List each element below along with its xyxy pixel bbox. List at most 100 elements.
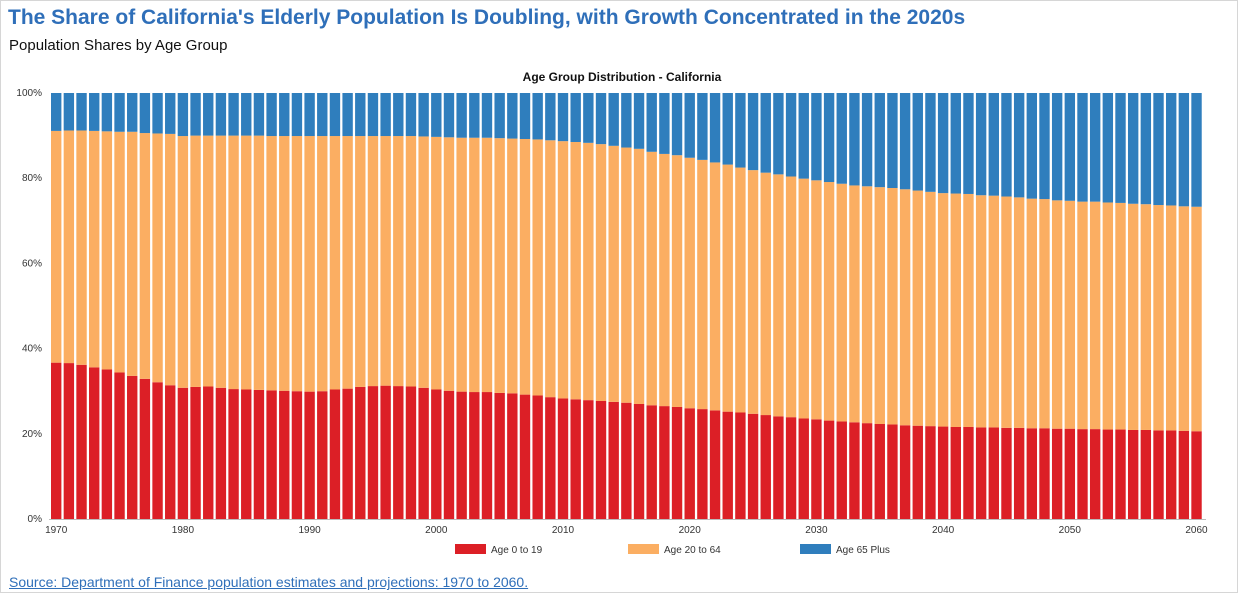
bar-2026-series-0	[760, 415, 771, 519]
bar-2005-series-0	[494, 392, 505, 519]
bar-2037-series-2	[899, 93, 911, 190]
bar-2022-series-2	[709, 93, 721, 163]
bar-1988-series-1	[279, 136, 290, 391]
bar-2032-series-1	[836, 183, 847, 422]
legend-swatch-2	[800, 544, 831, 554]
bar-2035-series-0	[874, 424, 885, 519]
bar-2013-series-2	[595, 93, 607, 145]
bar-1985-series-1	[241, 135, 252, 390]
bar-2016-series-1	[633, 148, 645, 404]
bar-2055-series-1	[1127, 203, 1139, 430]
page-subtitle: Population Shares by Age Group	[9, 37, 228, 54]
bar-2016-series-2	[633, 93, 645, 149]
bar-2052-series-2	[1089, 93, 1101, 202]
bar-2006-series-0	[507, 393, 518, 519]
bar-1997-series-1	[393, 136, 404, 387]
bar-2026-series-2	[760, 93, 771, 173]
bar-2002-series-0	[456, 391, 467, 519]
x-tick-label: 2010	[552, 525, 575, 536]
bar-2022-series-0	[709, 410, 721, 519]
bar-1997-series-2	[393, 93, 404, 137]
bar-1998-series-1	[405, 136, 417, 387]
bar-2033-series-0	[849, 422, 860, 519]
bar-1993-series-2	[342, 93, 353, 137]
bar-1995-series-2	[367, 93, 379, 137]
bar-2028-series-1	[785, 176, 797, 418]
bar-2059-series-0	[1178, 430, 1190, 519]
bar-1978-series-2	[152, 93, 163, 134]
bar-1996-series-1	[380, 136, 391, 386]
bar-2000-series-0	[431, 389, 442, 519]
bar-2047-series-2	[1026, 93, 1038, 199]
bar-1975-series-2	[114, 93, 125, 132]
bar-2025-series-0	[747, 413, 759, 519]
bar-2011-series-0	[570, 399, 581, 519]
bar-2018-series-0	[659, 406, 670, 519]
bar-2004-series-2	[481, 93, 493, 138]
x-tick-label: 2050	[1059, 525, 1082, 536]
bar-2046-series-1	[1013, 197, 1025, 428]
source-link[interactable]: Source: Department of Finance population…	[9, 574, 529, 590]
bar-2021-series-1	[697, 159, 708, 410]
bar-1977-series-0	[139, 378, 151, 519]
bar-1970-series-1	[51, 130, 62, 363]
bar-2054-series-1	[1115, 202, 1126, 430]
bar-2000-series-2	[431, 93, 442, 137]
bar-2010-series-2	[557, 93, 569, 142]
bar-1982-series-1	[203, 135, 214, 387]
bar-1974-series-2	[101, 93, 113, 132]
bar-2023-series-2	[722, 93, 733, 165]
bar-2007-series-1	[519, 139, 531, 395]
page-title: The Share of California's Elderly Popula…	[8, 6, 966, 29]
bar-1990-series-1	[304, 136, 315, 392]
bar-2029-series-1	[798, 178, 809, 419]
bar-1989-series-1	[291, 136, 303, 392]
bar-2057-series-1	[1153, 205, 1164, 431]
bar-2056-series-1	[1140, 204, 1152, 430]
bar-2008-series-2	[532, 93, 543, 140]
bar-2034-series-1	[861, 186, 873, 424]
bar-1970-series-2	[51, 93, 62, 131]
x-tick-label: 2060	[1185, 525, 1208, 536]
bar-2017-series-1	[646, 151, 657, 406]
bar-2056-series-0	[1140, 429, 1152, 519]
bar-2009-series-1	[545, 140, 556, 398]
bar-2051-series-1	[1077, 201, 1088, 430]
bar-2051-series-2	[1077, 93, 1088, 202]
bar-1980-series-2	[177, 93, 189, 137]
bar-1996-series-2	[380, 93, 391, 137]
bar-2027-series-1	[773, 174, 784, 417]
bar-2012-series-2	[583, 93, 594, 143]
bar-2040-series-2	[937, 93, 949, 194]
bar-2036-series-2	[887, 93, 898, 188]
bar-2015-series-0	[621, 402, 632, 519]
bar-2058-series-0	[1165, 430, 1177, 519]
bar-1971-series-1	[63, 130, 75, 364]
stacked-bar-chart: Age Group Distribution - California 0% 20…	[16, 70, 1208, 556]
bar-2037-series-1	[899, 189, 911, 426]
bar-1991-series-2	[317, 93, 328, 137]
bar-1984-series-1	[228, 135, 239, 390]
bar-2042-series-0	[963, 426, 974, 519]
bar-2041-series-0	[950, 426, 961, 519]
y-tick-label: 80%	[22, 173, 42, 184]
x-tick-label: 2030	[805, 525, 828, 536]
bar-2046-series-0	[1013, 427, 1025, 519]
bar-2002-series-2	[456, 93, 467, 138]
bar-2004-series-0	[481, 392, 493, 519]
bar-1970-series-0	[51, 362, 62, 519]
bar-2038-series-0	[912, 425, 923, 519]
bar-1995-series-1	[367, 136, 379, 387]
bar-2001-series-2	[443, 93, 455, 138]
bar-2060-series-2	[1191, 93, 1202, 207]
bar-2025-series-1	[747, 170, 759, 414]
bar-2010-series-0	[557, 398, 569, 519]
bar-1988-series-2	[279, 93, 290, 137]
bar-1982-series-2	[203, 93, 214, 136]
bar-1980-series-1	[177, 136, 189, 388]
bar-1989-series-2	[291, 93, 303, 137]
bar-2003-series-0	[469, 392, 480, 519]
bar-2049-series-2	[1051, 93, 1063, 201]
bar-1999-series-2	[418, 93, 429, 137]
bar-1972-series-1	[76, 130, 87, 365]
